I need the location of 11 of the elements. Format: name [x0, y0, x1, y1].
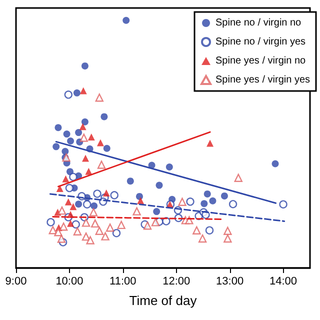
x-tick-label: 9:00: [5, 276, 27, 288]
x-tick-label: 13:00: [216, 276, 244, 288]
x-tick-label: 12:00: [162, 276, 190, 288]
x-axis-title: Time of day: [129, 293, 198, 308]
legend-label: Spine yes / virgin no: [216, 56, 306, 66]
x-tick-label: 14:00: [270, 276, 298, 288]
legend-label: Spine no / virgin yes: [216, 36, 306, 48]
legend-label: Spine no / virgin no: [216, 18, 302, 28]
x-tick-label: 11:00: [110, 276, 136, 288]
legend-label: Spine yes / virgin yes: [216, 74, 310, 86]
x-tick-label: 10:00: [56, 276, 84, 288]
